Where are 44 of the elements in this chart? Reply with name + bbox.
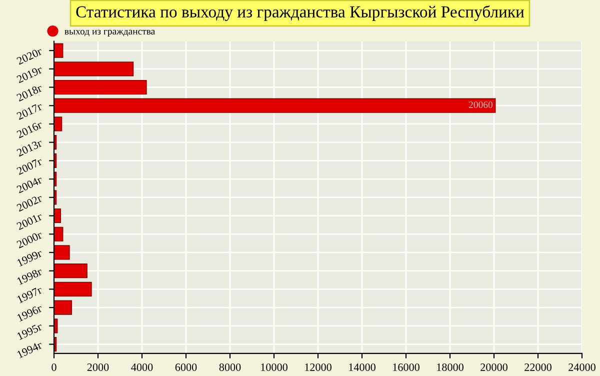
x-tick-label: 0 — [52, 363, 56, 371]
x-tick-label: 20000 — [480, 363, 508, 371]
y-tick-label: 1997г — [16, 286, 44, 304]
y-tick-label: 2016г — [16, 120, 44, 138]
bar — [54, 208, 62, 224]
x-tick-label: 4000 — [131, 363, 153, 371]
y-tick-label: 1999г — [16, 249, 44, 267]
bar — [54, 116, 62, 132]
bar — [54, 98, 496, 113]
y-tick-label: 2001г — [16, 212, 44, 230]
x-tick-label: 12000 — [305, 363, 332, 371]
x-tick-label: 10000 — [261, 363, 288, 371]
x-tick-label: 2000 — [87, 363, 109, 371]
data-label: 20060 — [469, 101, 493, 108]
y-tick-label: 2013г — [16, 138, 44, 157]
x-tick-label: 22000 — [524, 363, 552, 371]
y-tick-label: 2019г — [16, 65, 44, 84]
bar — [54, 282, 92, 296]
x-tick-label: 14000 — [349, 363, 376, 371]
y-tick-label: 2007г — [16, 157, 44, 176]
y-tick-label: 2020г — [16, 47, 44, 65]
y-tick-label: 2004г — [16, 176, 44, 194]
y-tick-label: 2002г — [16, 194, 44, 212]
y-tick-label: 1994г — [16, 340, 44, 358]
y-tick-label: 2017г — [16, 102, 44, 120]
bar — [54, 245, 70, 260]
bar — [54, 264, 88, 278]
x-tick-label: 6000 — [175, 363, 197, 371]
legend-label: выход из гражданства — [64, 30, 156, 36]
x-tick-label: 16000 — [393, 363, 420, 371]
chart-title: Статистика по выходу из гражданства Кыргызской Республики — [76, 5, 524, 21]
x-tick-label: 24000 — [568, 363, 596, 371]
x-tick-label: 18000 — [437, 363, 464, 371]
bar — [54, 43, 64, 58]
y-tick-label: 1995г — [16, 322, 44, 340]
y-tick-label: 2000г — [16, 230, 44, 248]
bar — [54, 226, 64, 242]
x-tick-label: 8000 — [219, 363, 241, 371]
bar — [54, 80, 147, 95]
y-tick-label: 2018г — [16, 84, 44, 102]
y-tick-label: 1998г — [16, 267, 44, 285]
y-tick-label: 1996г — [16, 304, 44, 322]
bar — [54, 300, 72, 315]
bar — [54, 62, 134, 76]
